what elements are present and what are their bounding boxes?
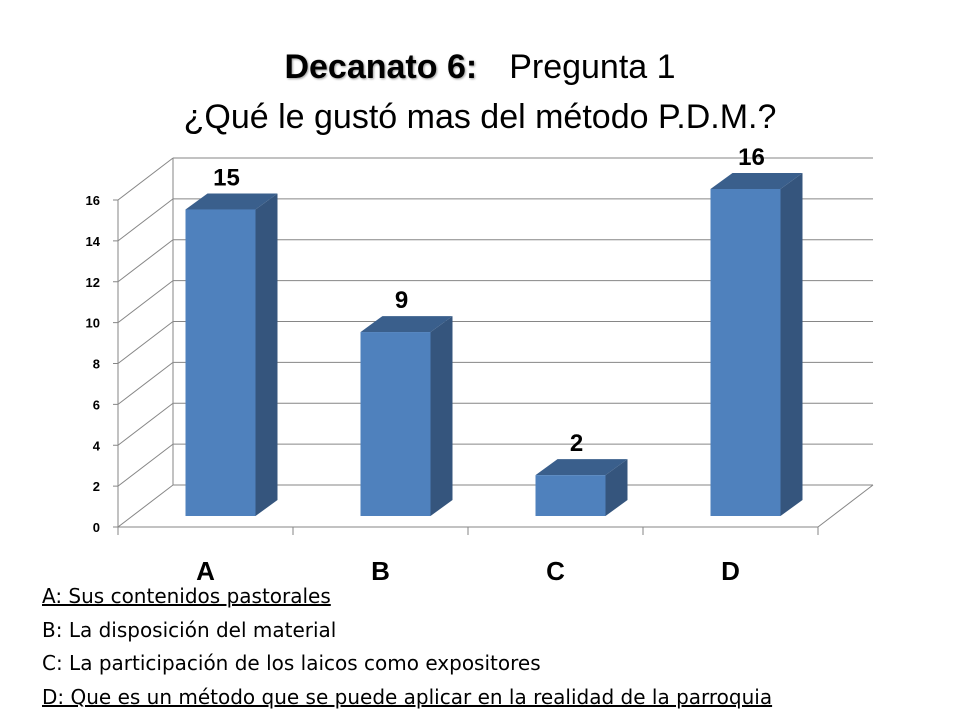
x-tick-label-a: A (196, 556, 215, 586)
gridline-diagonal (117, 280, 174, 324)
legend-item-c: C: La participación de los laicos como e… (42, 651, 541, 675)
gridline-diagonal (117, 321, 174, 364)
y-tick-label: 2 (93, 479, 100, 494)
bar-b (360, 316, 453, 516)
bar-d (710, 173, 803, 516)
legend-item-d: D: Que es un método que se puede aplicar… (42, 684, 773, 709)
x-tick-label-c: C (546, 556, 565, 586)
category-legend: A: Sus contenidos pastorales B: La dispo… (42, 580, 922, 714)
data-label-a: 15 (213, 164, 240, 191)
y-tick-label: 16 (86, 193, 100, 208)
y-tick-label: 14 (86, 234, 101, 249)
legend-item-a: A: Sus contenidos pastorales (42, 584, 331, 608)
y-tick-label: 8 (93, 357, 100, 372)
floor-edge (817, 484, 874, 528)
x-tick-label-d: D (721, 556, 740, 586)
title-question: ¿Qué le gustó mas del método P.D.M.? (183, 98, 777, 136)
y-tick-label: 10 (86, 316, 100, 331)
y-tick-label: 4 (93, 438, 101, 453)
gridline-diagonal (117, 198, 174, 242)
bar-c (535, 459, 628, 516)
gridline-diagonal (117, 157, 174, 201)
gridline-diagonal (117, 239, 174, 283)
legend-item-b: B: La disposición del material (42, 617, 337, 642)
chart-title: Decanato 6: Pregunta 1 ¿Qué le gustó mas … (0, 42, 960, 142)
y-tick-label: 0 (93, 520, 100, 535)
gridline-diagonal (117, 361, 174, 405)
x-tick-label-b: B (371, 556, 390, 586)
y-tick-label: 6 (93, 397, 100, 412)
data-label-d: 16 (738, 144, 765, 171)
title-deanery: Decanato 6: (284, 48, 478, 86)
gridline-diagonal (117, 484, 174, 528)
gridline-diagonal (117, 443, 174, 487)
data-label-b: 9 (395, 287, 408, 314)
y-tick-label: 12 (86, 275, 100, 290)
title-line-1: Decanato 6: Pregunta 1 (0, 42, 960, 92)
title-question-number: Pregunta 1 (509, 48, 676, 86)
bar-a (185, 193, 278, 516)
gridline-diagonal (117, 402, 174, 446)
data-label-c: 2 (570, 430, 583, 457)
